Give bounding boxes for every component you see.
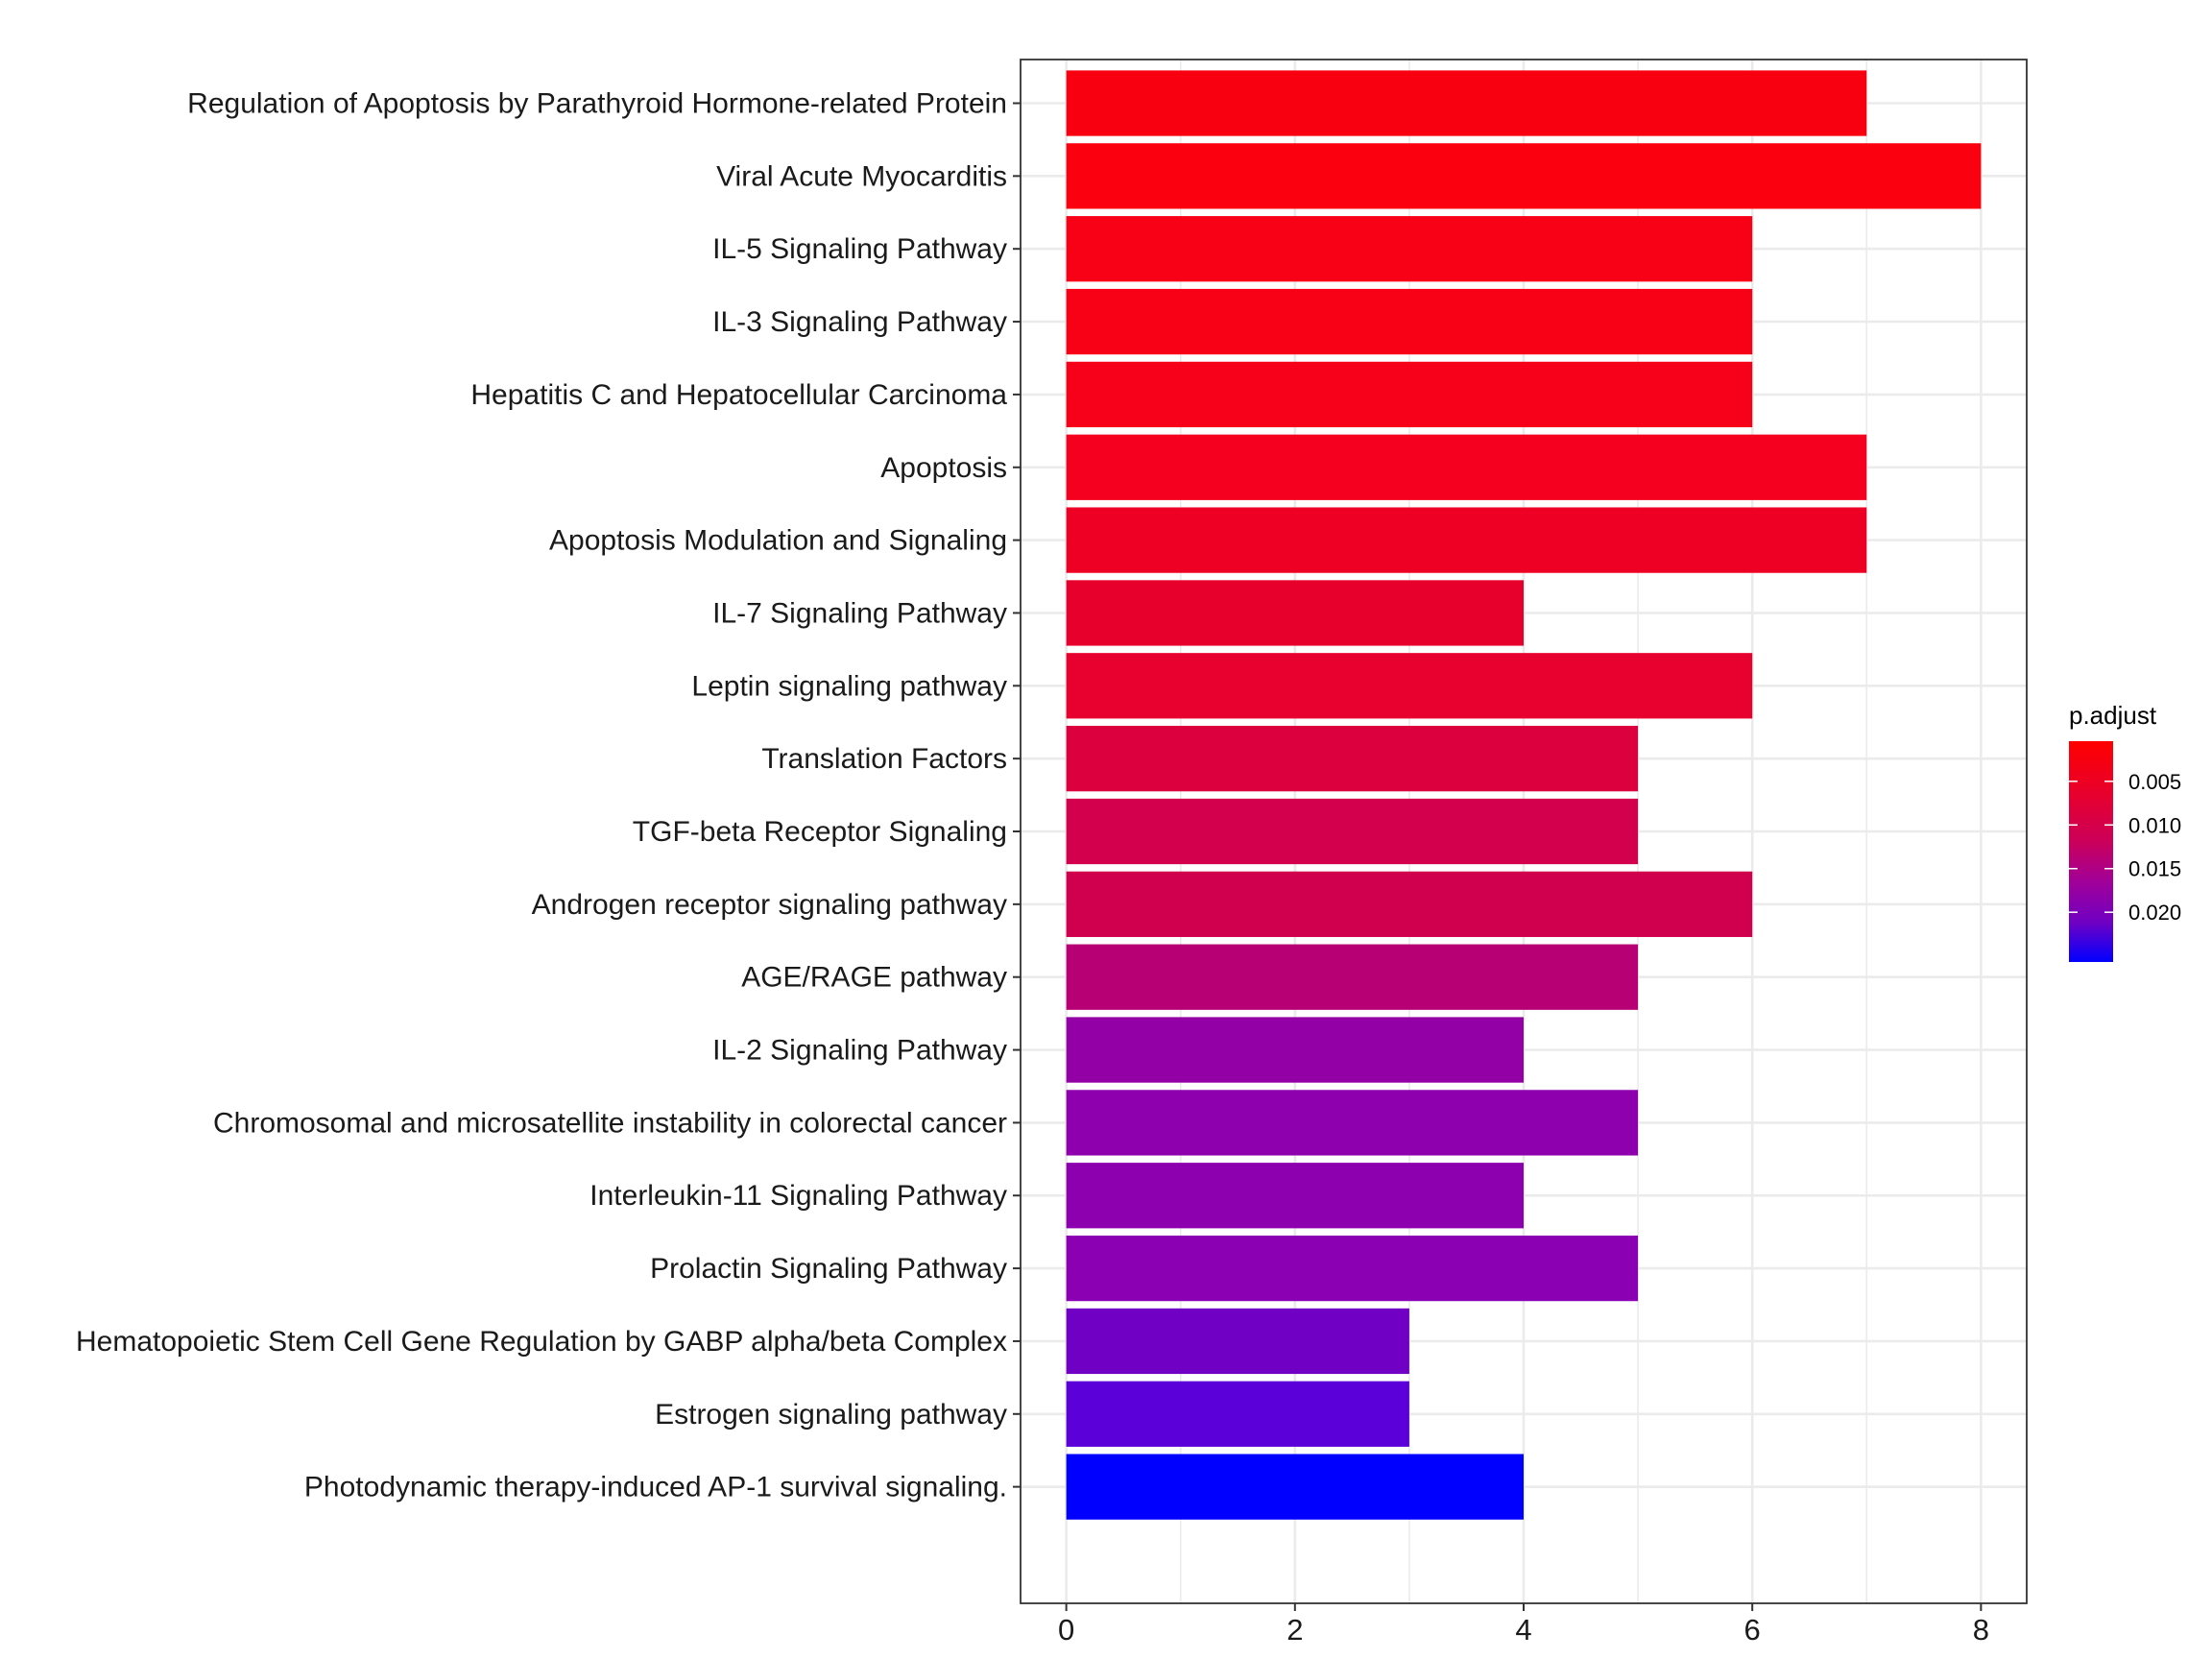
category-label: Androgen receptor signaling pathway bbox=[532, 889, 1007, 921]
category-label: AGE/RAGE pathway bbox=[741, 962, 1007, 994]
bar bbox=[1066, 944, 1639, 1010]
category-label: Apoptosis Modulation and Signaling bbox=[549, 525, 1007, 557]
legend-colorbar bbox=[2069, 741, 2113, 962]
x-tick-label: 0 bbox=[1058, 1613, 1074, 1647]
y-axis: Regulation of Apoptosis by Parathyroid H… bbox=[76, 88, 1021, 1503]
legend-tick-label: 0.020 bbox=[2128, 901, 2181, 925]
category-label: Hematopoietic Stem Cell Gene Regulation … bbox=[76, 1326, 1007, 1358]
bar bbox=[1066, 434, 1867, 500]
category-label: Regulation of Apoptosis by Parathyroid H… bbox=[187, 88, 1007, 120]
bar bbox=[1066, 1017, 1524, 1083]
legend-title: p.adjust bbox=[2069, 701, 2157, 730]
category-label: Chromosomal and microsatellite instabili… bbox=[213, 1107, 1007, 1139]
x-tick-label: 6 bbox=[1744, 1613, 1761, 1647]
category-label: Leptin signaling pathway bbox=[691, 670, 1007, 702]
bar bbox=[1066, 580, 1524, 646]
bar bbox=[1066, 1235, 1639, 1302]
bar bbox=[1066, 1454, 1524, 1520]
bar bbox=[1066, 726, 1639, 792]
category-label: Translation Factors bbox=[761, 743, 1007, 775]
category-label: Photodynamic therapy-induced AP-1 surviv… bbox=[304, 1472, 1007, 1503]
bar bbox=[1066, 871, 1753, 937]
x-tick-label: 2 bbox=[1286, 1613, 1303, 1647]
category-label: IL-2 Signaling Pathway bbox=[712, 1035, 1007, 1067]
category-label: IL-5 Signaling Pathway bbox=[712, 233, 1007, 265]
bar bbox=[1066, 288, 1753, 355]
category-label: Estrogen signaling pathway bbox=[655, 1399, 1007, 1431]
bar bbox=[1066, 1308, 1409, 1375]
legend-tick-label: 0.010 bbox=[2128, 813, 2181, 837]
legend-ticks: 0.005 0.010 0.015 0.020 bbox=[2069, 770, 2181, 925]
bar bbox=[1066, 1381, 1409, 1447]
category-label: IL-7 Signaling Pathway bbox=[712, 597, 1007, 629]
bars bbox=[1066, 70, 1982, 1520]
category-label: IL-3 Signaling Pathway bbox=[712, 306, 1007, 338]
x-axis: 0 2 4 6 8 bbox=[1058, 1603, 1989, 1647]
legend: p.adjust 0.005 0.010 0.015 0.020 bbox=[2069, 701, 2181, 962]
bar bbox=[1066, 216, 1753, 282]
category-label: Viral Acute Myocarditis bbox=[716, 160, 1007, 192]
x-tick-label: 8 bbox=[1973, 1613, 1989, 1647]
category-label: TGF-beta Receptor Signaling bbox=[633, 816, 1007, 848]
bar bbox=[1066, 1090, 1639, 1156]
bar bbox=[1066, 361, 1753, 428]
x-tick-label: 4 bbox=[1515, 1613, 1531, 1647]
bar bbox=[1066, 653, 1753, 719]
category-label: Apoptosis bbox=[880, 452, 1007, 484]
bar bbox=[1066, 798, 1639, 865]
category-label: Interleukin-11 Signaling Pathway bbox=[589, 1180, 1007, 1212]
category-label: Prolactin Signaling Pathway bbox=[650, 1253, 1007, 1285]
bar bbox=[1066, 507, 1867, 573]
category-label: Hepatitis C and Hepatocellular Carcinoma bbox=[470, 379, 1007, 411]
bar bbox=[1066, 143, 1982, 209]
bar bbox=[1066, 1163, 1524, 1229]
bar bbox=[1066, 70, 1867, 136]
legend-tick-label: 0.005 bbox=[2128, 770, 2181, 794]
legend-tick-label: 0.015 bbox=[2128, 857, 2181, 881]
